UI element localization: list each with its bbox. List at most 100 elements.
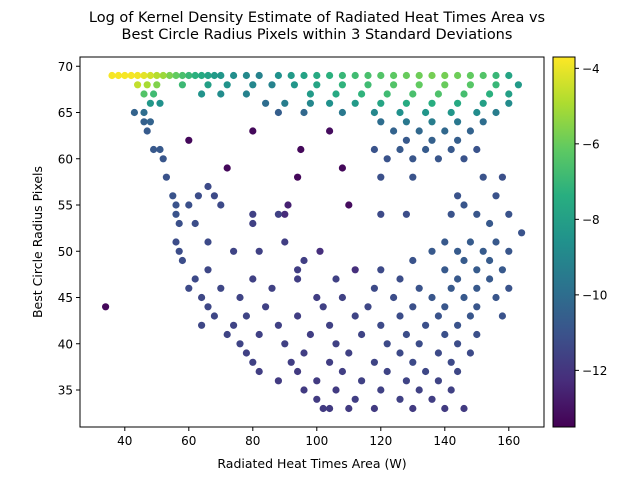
data-point: [441, 266, 449, 274]
data-point: [313, 293, 321, 302]
data-point: [300, 71, 308, 80]
data-point: [377, 386, 385, 394]
data-point: [447, 145, 455, 154]
data-point: [198, 71, 206, 80]
data-point: [255, 330, 263, 339]
data-point: [217, 201, 225, 209]
data-point: [230, 71, 238, 80]
data-point: [338, 108, 346, 117]
data-point: [287, 71, 295, 80]
data-point: [143, 81, 151, 89]
data-point: [486, 275, 494, 283]
data-point: [358, 330, 366, 339]
data-point: [351, 71, 359, 80]
data-point: [486, 256, 494, 265]
data-point: [345, 349, 353, 357]
data-point: [332, 275, 340, 283]
data-point: [454, 192, 462, 200]
data-point: [505, 71, 513, 80]
data-point: [175, 219, 183, 228]
data-point: [198, 321, 206, 329]
colorbar-axis: −12 −10 −8 −6 −4: [575, 62, 607, 378]
data-point: [153, 81, 161, 89]
data-point: [434, 312, 442, 320]
data-point: [223, 81, 231, 89]
data-point: [345, 201, 353, 209]
y-tick-label: 70: [58, 60, 73, 74]
data-point: [217, 284, 225, 292]
data-point: [326, 127, 334, 135]
colorbar-tick-label: −10: [582, 288, 607, 302]
data-point: [460, 155, 468, 163]
data-point: [460, 293, 468, 302]
data-point: [274, 108, 282, 117]
points-layer: [102, 71, 526, 413]
x-tick-label: 140: [433, 434, 456, 448]
data-point: [185, 136, 193, 144]
data-point: [428, 118, 436, 126]
data-point: [140, 90, 148, 98]
data-point: [351, 312, 359, 320]
data-point: [300, 256, 308, 265]
data-point: [153, 71, 161, 80]
data-point: [217, 90, 225, 98]
data-point: [486, 90, 494, 98]
data-point: [409, 173, 417, 181]
colorbar-tick-label: −8: [582, 213, 600, 227]
data-point: [409, 358, 417, 366]
data-point: [447, 108, 455, 117]
data-point: [274, 321, 282, 329]
data-point: [505, 99, 513, 107]
data-point: [396, 108, 404, 117]
data-point: [166, 71, 174, 80]
data-point: [428, 71, 436, 80]
data-point: [249, 210, 257, 218]
plot-area-frame: [79, 56, 545, 428]
data-point: [172, 238, 180, 246]
data-point: [326, 71, 334, 80]
data-point: [146, 118, 154, 126]
y-tick-label: 40: [58, 337, 73, 351]
data-point: [396, 312, 404, 320]
data-point: [114, 71, 122, 80]
data-point: [156, 145, 164, 154]
data-point: [249, 81, 257, 89]
x-axis-label: Radiated Heat Times Area (W): [217, 456, 406, 471]
data-point: [454, 71, 462, 80]
data-point: [415, 386, 423, 394]
data-point: [146, 99, 154, 107]
data-point: [383, 340, 391, 348]
data-point: [313, 377, 321, 385]
data-point: [505, 210, 513, 218]
data-point: [428, 247, 436, 255]
data-point: [146, 71, 154, 80]
data-point: [326, 404, 334, 413]
y-tick-label: 65: [58, 106, 73, 120]
data-point: [172, 201, 180, 209]
data-point: [140, 118, 148, 126]
data-point: [130, 108, 138, 117]
data-point: [198, 293, 206, 302]
data-point: [434, 377, 442, 385]
data-point: [370, 404, 378, 413]
data-point: [473, 145, 481, 154]
data-point: [121, 71, 129, 80]
data-point: [428, 136, 436, 144]
y-axis-label: Best Circle Radius Pixels: [30, 166, 45, 318]
data-point: [294, 275, 302, 283]
data-point: [191, 219, 199, 228]
data-point: [249, 275, 257, 283]
data-point: [396, 145, 404, 154]
data-point: [415, 284, 423, 292]
data-point: [236, 293, 244, 302]
data-point: [338, 81, 346, 89]
data-point: [338, 71, 346, 80]
data-point: [370, 145, 378, 154]
data-point: [255, 247, 263, 255]
y-tick-label: 45: [58, 291, 73, 305]
data-point: [441, 238, 449, 246]
data-point: [198, 90, 206, 98]
data-point: [390, 127, 398, 135]
